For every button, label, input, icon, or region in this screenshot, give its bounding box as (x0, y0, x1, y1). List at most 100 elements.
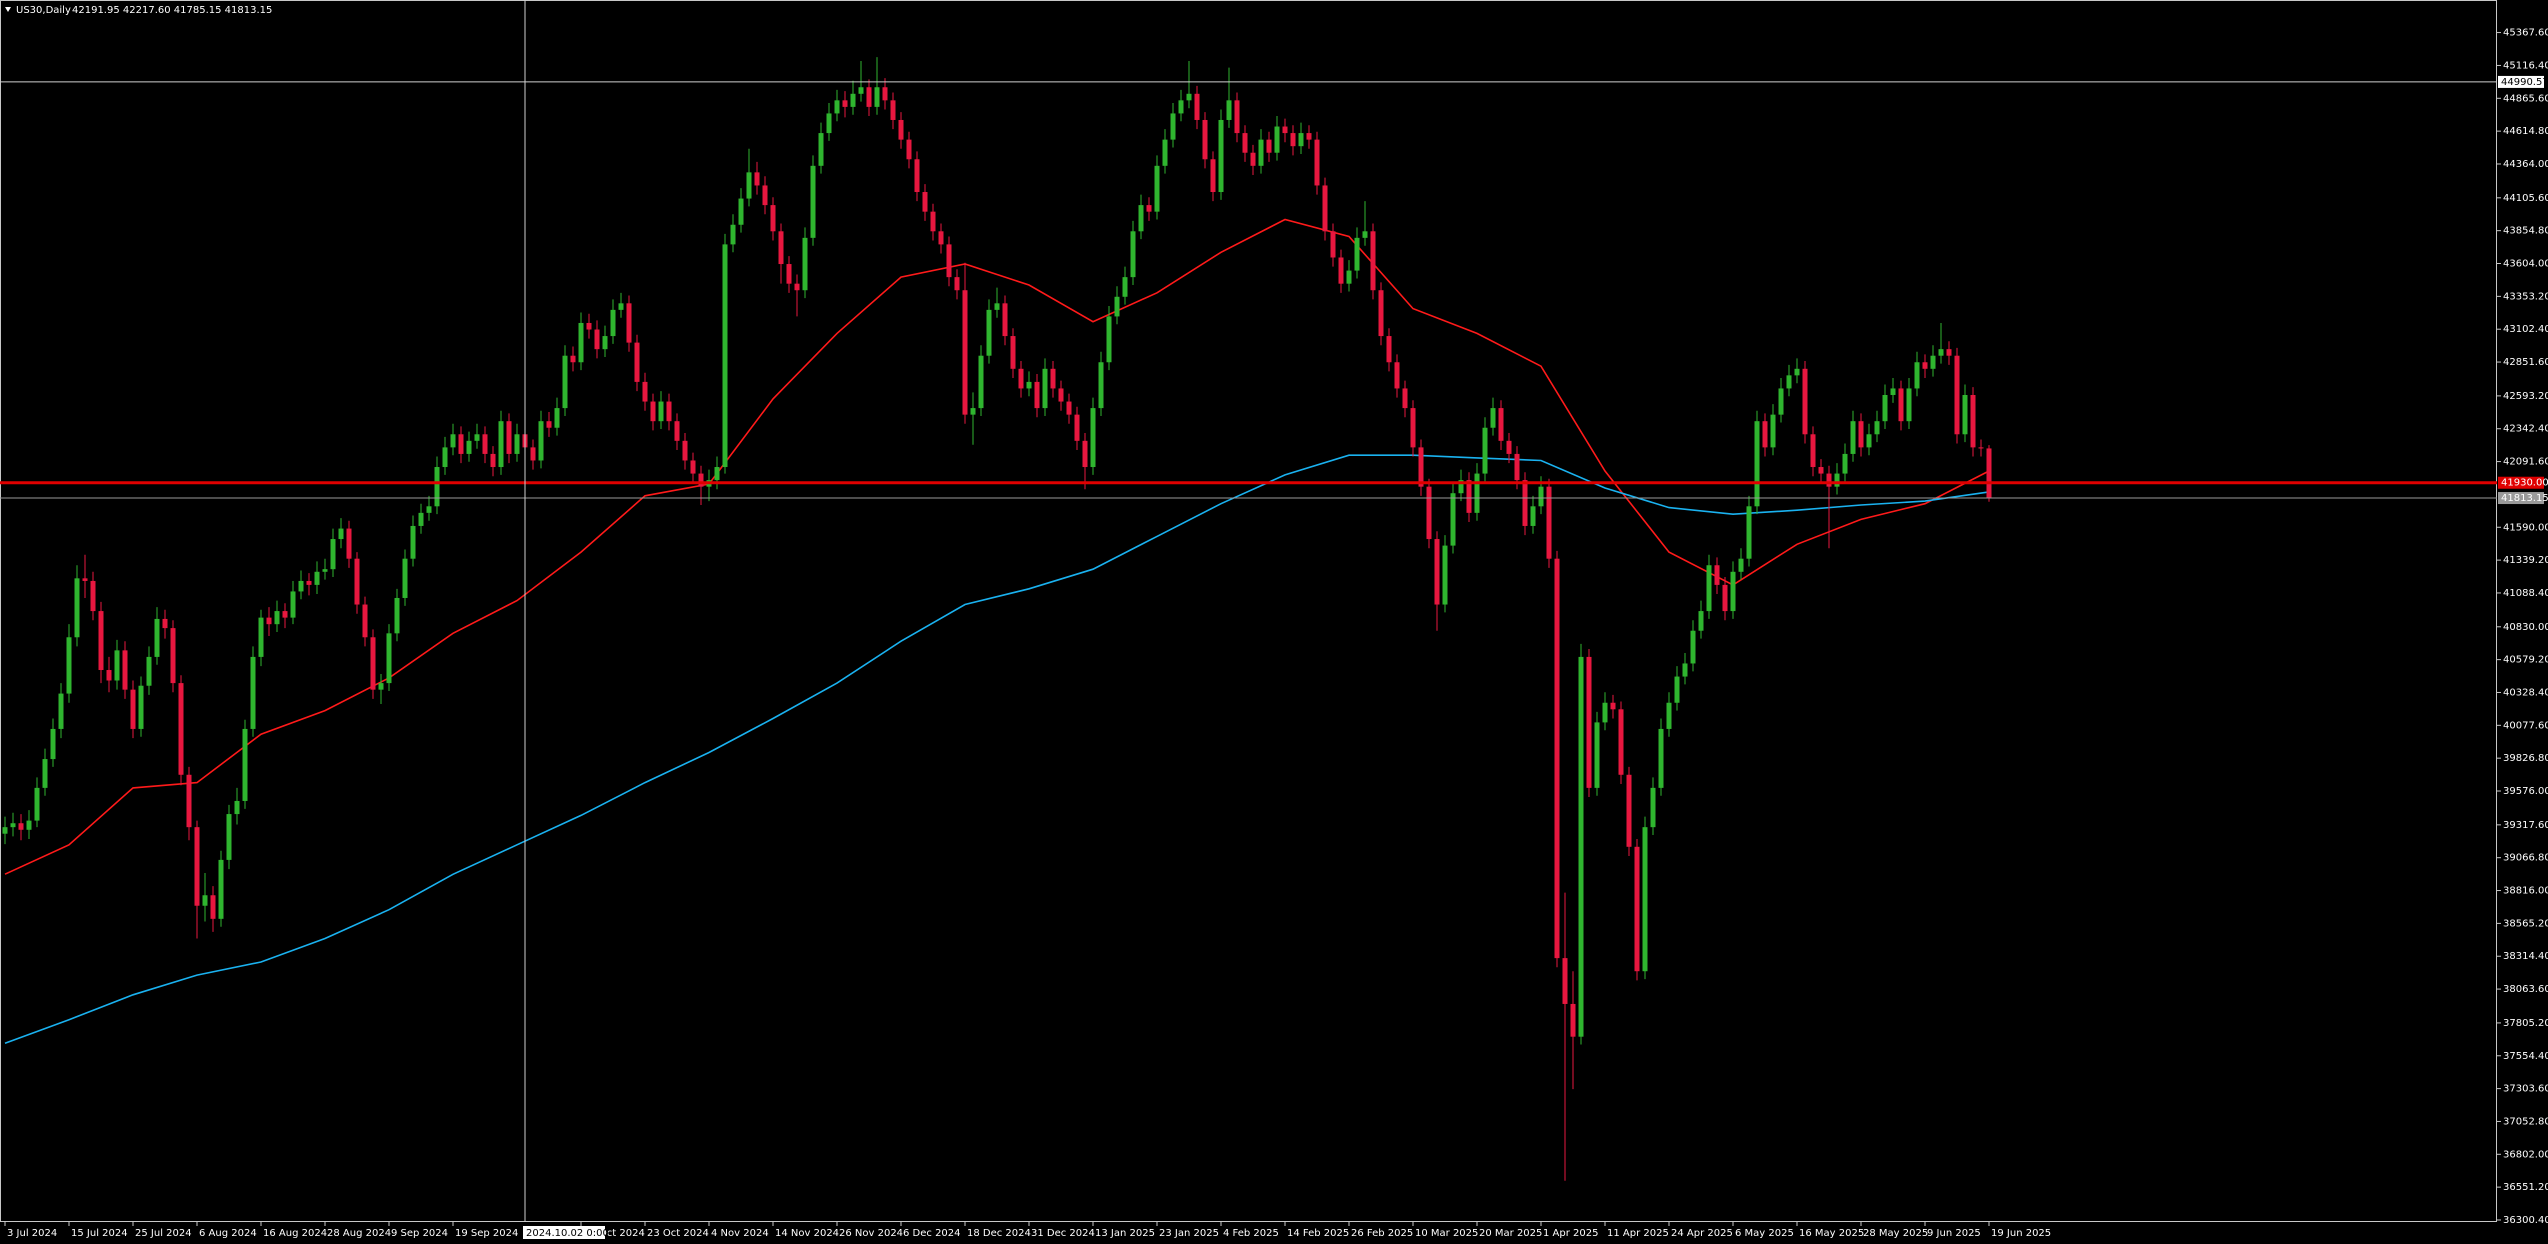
candle-body (1146, 205, 1152, 212)
candle-body (1434, 539, 1440, 605)
candle-body (1850, 421, 1856, 454)
candle-body (1178, 100, 1184, 114)
x-tick-label: 25 Jul 2024 (135, 1228, 192, 1239)
x-tick-label: 19 Sep 2024 (455, 1228, 518, 1239)
candle-body (1946, 349, 1952, 356)
y-tick-label: 37805.20 (2503, 1018, 2548, 1029)
candle-body (1658, 728, 1664, 788)
candle-body (1970, 394, 1976, 448)
candle-body (1746, 506, 1752, 559)
candle-body (1898, 388, 1904, 422)
candle-body (1986, 448, 1992, 499)
candle-body (194, 827, 200, 906)
candle-body (1306, 133, 1312, 140)
x-tick-label: 23 Oct 2024 (647, 1228, 709, 1239)
x-tick-label: 24 Apr 2025 (1671, 1228, 1733, 1239)
y-tick-label: 43102.40 (2503, 324, 2548, 335)
y-tick-label: 40579.20 (2503, 655, 2548, 666)
candle-body (42, 759, 48, 788)
y-tick-label: 44865.60 (2503, 93, 2548, 104)
candle-body (858, 87, 864, 94)
menu-arrow[interactable] (5, 7, 11, 12)
candle-body (1562, 958, 1568, 1004)
candle-body (1690, 630, 1696, 664)
candle-body (346, 528, 352, 559)
candle-body (330, 539, 336, 570)
candle-body (1314, 139, 1320, 186)
candle-body (906, 139, 912, 160)
candle-body (1594, 722, 1600, 788)
candle-body (298, 580, 304, 592)
x-tick-label: 3 Jul 2024 (7, 1228, 57, 1239)
candle-body (154, 618, 160, 657)
candle-body (442, 447, 448, 468)
candle-body (466, 440, 472, 454)
candle-body (1050, 368, 1056, 389)
x-tick-label: 16 May 2025 (1799, 1228, 1864, 1239)
candle-body (1490, 408, 1496, 428)
candle-body (66, 637, 72, 694)
candle-body (10, 823, 16, 828)
candle-body (922, 192, 928, 212)
candle-body (890, 100, 896, 120)
candle-body (714, 467, 720, 481)
candle-body (1138, 205, 1144, 232)
candle-body (122, 650, 128, 690)
candle-body (794, 283, 800, 291)
x-tick-label: 28 May 2025 (1863, 1228, 1928, 1239)
candle-body (1074, 414, 1080, 441)
x-tick-label: 31 Dec 2024 (1031, 1228, 1095, 1239)
candle-body (770, 205, 776, 232)
candle-body (90, 580, 96, 612)
candle-body (34, 787, 40, 821)
y-tick-label: 42091.60 (2503, 457, 2548, 468)
crosshair-y-box (2498, 75, 2544, 88)
candle-body (434, 467, 440, 507)
y-tick-label: 39066.80 (2503, 853, 2548, 864)
crosshair-x-box (523, 1226, 605, 1239)
candle-body (1586, 656, 1592, 788)
candle-body (130, 689, 136, 729)
candle-body (698, 473, 704, 487)
candle-body (1130, 231, 1136, 278)
plot-frame (0, 0, 2497, 1222)
candle-body (1418, 447, 1424, 487)
y-tick-label: 36551.20 (2503, 1182, 2548, 1193)
candle-body (1722, 584, 1728, 612)
candle-body (1842, 453, 1848, 474)
candle-body (218, 859, 224, 919)
candle-body (1554, 558, 1560, 959)
candle-body (226, 814, 232, 860)
candle-body (1754, 421, 1760, 507)
y-tick-label: 39317.60 (2503, 820, 2548, 831)
candle-body (1354, 237, 1360, 271)
candle-body (146, 656, 152, 686)
candle-body (1394, 362, 1400, 389)
candle-body (1666, 702, 1672, 729)
candle-body (306, 580, 312, 585)
candle-body (546, 421, 552, 428)
y-tick-label: 36802.00 (2503, 1149, 2548, 1160)
symbol: US30,Daily (16, 5, 71, 16)
candle-body (1866, 434, 1872, 448)
x-tick-label: 14 Nov 2024 (775, 1228, 839, 1239)
candle-body (810, 165, 816, 238)
y-tick-label: 44105.60 (2503, 193, 2548, 204)
x-tick-label: 1 Apr 2025 (1543, 1228, 1598, 1239)
candle-body (410, 525, 416, 559)
candle-body (1090, 408, 1096, 468)
y-tick-label: 45116.40 (2503, 60, 2548, 71)
candle-body (1058, 388, 1064, 402)
y-tick-label: 40077.60 (2503, 720, 2548, 731)
candle-body (1618, 709, 1624, 775)
candle-body (314, 571, 320, 585)
candle-body (754, 172, 760, 186)
quote: 42191.95 42217.60 41785.15 41813.15 (72, 5, 272, 16)
candle-body (498, 421, 504, 468)
candle-body (1890, 388, 1896, 395)
candle-body (1170, 113, 1176, 140)
candle-body (338, 528, 344, 540)
candle-body (1122, 277, 1128, 297)
candle-body (18, 823, 24, 830)
y-tick-label: 42593.20 (2503, 391, 2548, 402)
